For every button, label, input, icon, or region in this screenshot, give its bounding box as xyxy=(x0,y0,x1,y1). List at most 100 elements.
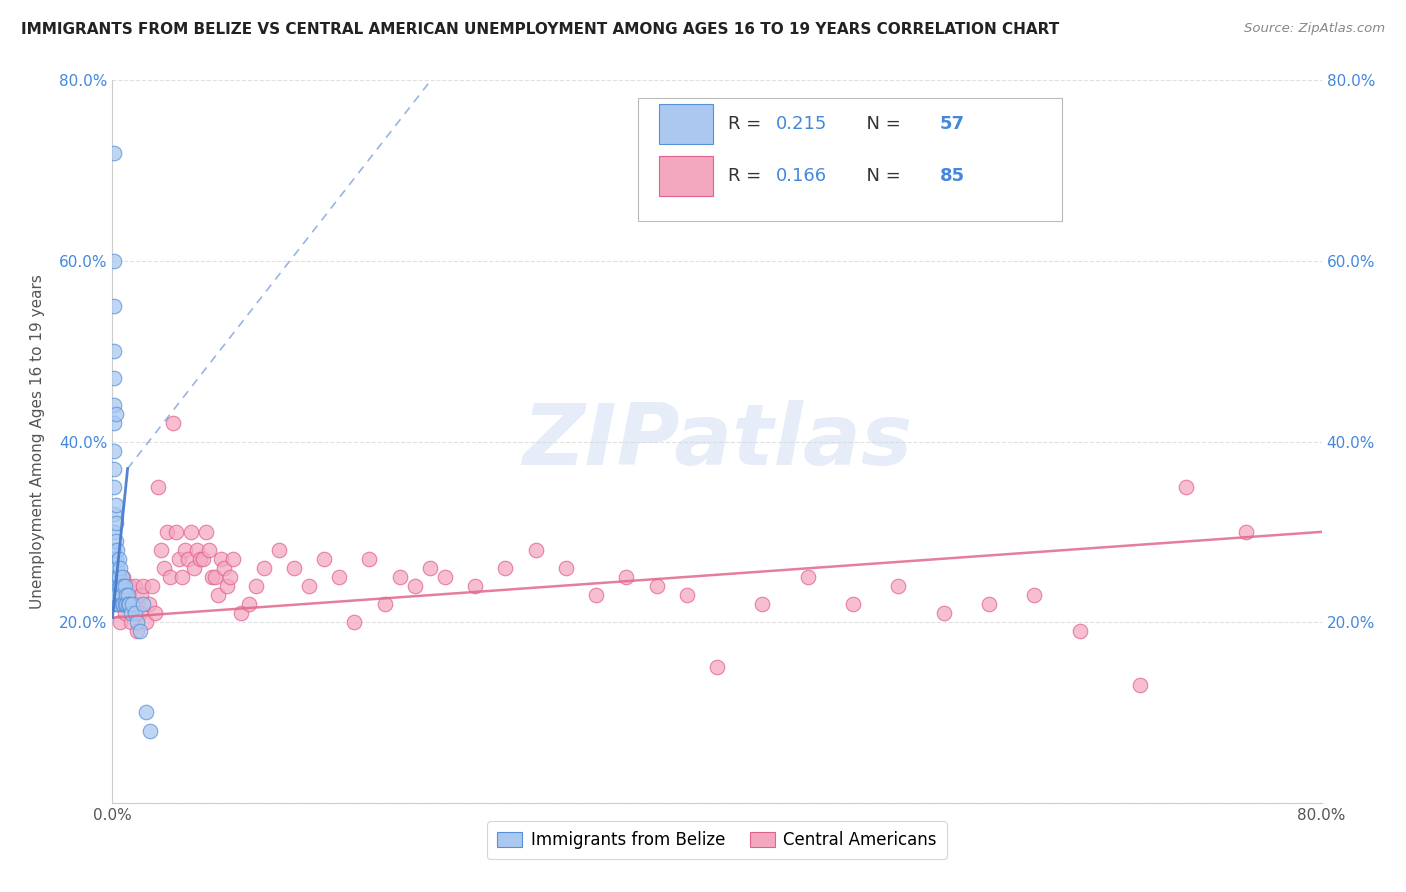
Point xyxy=(188,552,211,566)
Point xyxy=(195,524,218,539)
Point xyxy=(120,615,142,630)
Point xyxy=(616,570,638,584)
Point xyxy=(1069,624,1091,639)
Point xyxy=(104,498,127,512)
Point xyxy=(706,660,728,674)
Point xyxy=(298,579,321,593)
Point xyxy=(103,417,125,431)
Point xyxy=(180,524,202,539)
Point xyxy=(156,524,179,539)
Point xyxy=(977,597,1000,611)
Point xyxy=(204,570,226,584)
Point xyxy=(115,597,138,611)
Point xyxy=(112,597,135,611)
Point xyxy=(103,254,125,268)
Point xyxy=(207,588,229,602)
Point xyxy=(191,552,214,566)
Point xyxy=(103,507,125,521)
Point xyxy=(117,588,139,602)
Point xyxy=(104,588,127,602)
Point xyxy=(115,597,138,611)
Point xyxy=(132,597,155,611)
Point xyxy=(135,615,157,630)
Point xyxy=(121,597,143,611)
Point xyxy=(167,552,190,566)
Point xyxy=(328,570,350,584)
Point xyxy=(110,570,132,584)
Point xyxy=(209,552,232,566)
Point xyxy=(419,561,441,575)
Point xyxy=(108,615,131,630)
Point xyxy=(103,398,125,412)
Point xyxy=(125,624,148,639)
Point xyxy=(103,145,125,160)
Point xyxy=(404,579,426,593)
Point xyxy=(374,597,396,611)
Point xyxy=(170,570,193,584)
Point xyxy=(217,579,239,593)
Point xyxy=(105,542,128,557)
Point xyxy=(103,299,125,313)
Point xyxy=(107,552,129,566)
Point xyxy=(112,579,135,593)
Point xyxy=(132,579,155,593)
Text: R =: R = xyxy=(728,115,766,133)
Point xyxy=(143,606,166,620)
Point xyxy=(388,570,411,584)
Point xyxy=(524,542,547,557)
Point xyxy=(135,706,157,720)
Text: 85: 85 xyxy=(939,167,965,185)
Point xyxy=(103,579,125,593)
Point xyxy=(238,597,260,611)
Y-axis label: Unemployment Among Ages 16 to 19 years: Unemployment Among Ages 16 to 19 years xyxy=(31,274,45,609)
Point xyxy=(124,579,146,593)
Point xyxy=(103,461,125,475)
Point xyxy=(103,552,125,566)
Point xyxy=(675,588,697,602)
Point xyxy=(104,533,127,548)
Point xyxy=(174,542,197,557)
Point xyxy=(127,597,149,611)
Point xyxy=(887,579,910,593)
Point xyxy=(104,516,127,530)
Point xyxy=(1234,524,1257,539)
Text: N =: N = xyxy=(855,115,907,133)
Point xyxy=(128,624,150,639)
Point xyxy=(314,552,336,566)
Point xyxy=(103,443,125,458)
Point xyxy=(267,542,290,557)
Point xyxy=(162,417,184,431)
Point xyxy=(1129,678,1152,692)
Point xyxy=(464,579,486,593)
FancyBboxPatch shape xyxy=(659,156,713,196)
Point xyxy=(104,552,127,566)
Point xyxy=(107,579,129,593)
Point xyxy=(107,597,129,611)
Point xyxy=(117,597,139,611)
Point xyxy=(214,561,236,575)
Point xyxy=(433,570,456,584)
Point xyxy=(219,570,242,584)
Point xyxy=(115,588,138,602)
Point xyxy=(153,561,176,575)
Point xyxy=(198,542,221,557)
Point xyxy=(108,588,131,602)
Point xyxy=(104,597,127,611)
Point xyxy=(842,597,865,611)
Point xyxy=(117,588,139,602)
Point xyxy=(105,570,128,584)
Text: 0.215: 0.215 xyxy=(776,115,828,133)
Point xyxy=(103,588,125,602)
Point xyxy=(104,570,127,584)
Point xyxy=(110,597,132,611)
FancyBboxPatch shape xyxy=(638,98,1062,221)
Point xyxy=(585,588,607,602)
Text: ZIPatlas: ZIPatlas xyxy=(522,400,912,483)
Text: 0.166: 0.166 xyxy=(776,167,828,185)
Point xyxy=(114,597,136,611)
FancyBboxPatch shape xyxy=(659,104,713,144)
Point xyxy=(110,597,132,611)
Text: R =: R = xyxy=(728,167,766,185)
Point xyxy=(645,579,668,593)
Point xyxy=(495,561,517,575)
